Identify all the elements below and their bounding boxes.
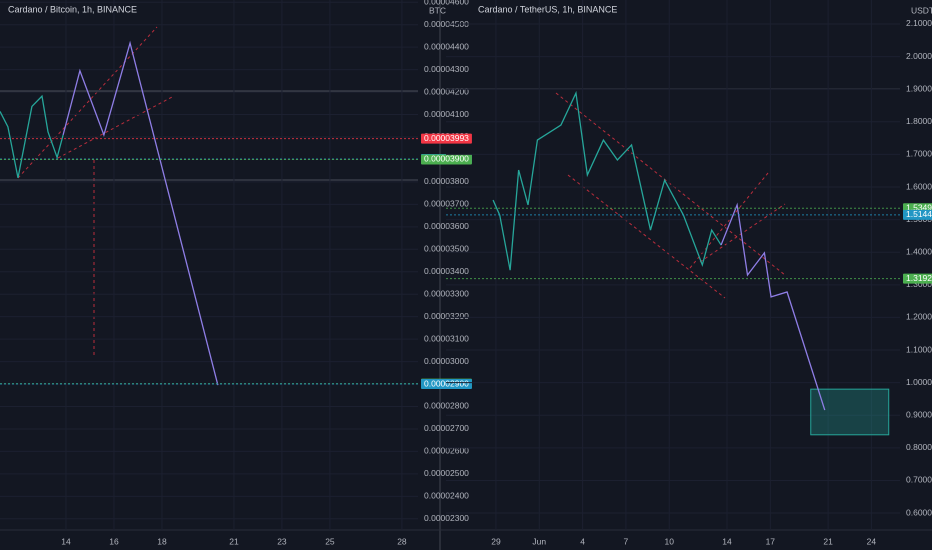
x-tick-label: 25	[325, 536, 335, 546]
y-tick-label: 0.00004600	[424, 0, 469, 6]
y-tick-label: 0.00002300	[424, 513, 469, 523]
y-tick-label: 0.00002700	[424, 423, 469, 433]
trend-line	[17, 26, 158, 179]
y-tick-label: 0.6000	[906, 507, 932, 517]
y-tick-label: 0.7000	[906, 475, 932, 485]
trend-line	[699, 203, 786, 263]
x-tick-label: Jun	[532, 536, 546, 546]
x-tick-label: 14	[722, 536, 732, 546]
price-tag	[903, 273, 932, 284]
x-tick-label: 28	[397, 536, 407, 546]
y-tick-label: 2.1000	[906, 18, 932, 28]
x-tick-label: 16	[109, 536, 119, 546]
y-tick-label: 0.00003600	[424, 221, 469, 231]
y-tick-label: 0.00002500	[424, 468, 469, 478]
y-tick-label: 0.00003000	[424, 356, 469, 366]
y-tick-label: 0.00003200	[424, 311, 469, 321]
price-line	[720, 202, 826, 411]
x-tick-label: 18	[157, 536, 167, 546]
y-tick-label: 0.00003100	[424, 333, 469, 343]
trend-line	[555, 92, 786, 276]
y-tick-label: 0.00003300	[424, 288, 469, 298]
price-tag	[421, 133, 472, 144]
chart-title: Cardano / Bitcoin, 1h, BINANCE	[8, 4, 137, 14]
y-tick-label: 1.8000	[906, 116, 932, 126]
price-tag	[903, 209, 932, 220]
y-tick-label: 1.0000	[906, 377, 932, 387]
x-tick-label: 23	[277, 536, 287, 546]
x-tick-label: 21	[823, 536, 833, 546]
y-tick-label: 0.00003500	[424, 244, 469, 254]
x-tick-label: 10	[665, 536, 675, 546]
price-tag-label: 1.3192	[906, 273, 932, 283]
chart-pane: 0.6000 0.7000 0.8000 0.9000 1.0000 1.1000 1.20…	[446, 0, 932, 546]
price-line	[62, 40, 219, 386]
x-tick-label: 17	[766, 536, 776, 546]
chart-title: Cardano / TetherUS, 1h, BINANCE	[478, 4, 617, 14]
y-tick-label: 0.00003700	[424, 199, 469, 209]
y-tick-label: 0.00004300	[424, 64, 469, 74]
x-tick-label: 4	[580, 536, 585, 546]
y-tick-label: 0.00004400	[424, 41, 469, 51]
y-tick-label: 0.00003800	[424, 176, 469, 186]
x-tick-label: 29	[491, 536, 501, 546]
price-tag-label: 1.5144	[906, 209, 932, 219]
y-tick-label: 1.4000	[906, 246, 932, 256]
axis-unit: USDT	[911, 5, 932, 15]
y-tick-label: 1.2000	[906, 312, 932, 322]
y-tick-label: 0.9000	[906, 409, 932, 419]
x-tick-label: 21	[229, 536, 239, 546]
price-tag-label: 0.00003993	[424, 133, 469, 143]
x-tick-label: 24	[867, 536, 877, 546]
y-tick-label: 0.00004100	[424, 109, 469, 119]
y-tick-label: 0.00004200	[424, 86, 469, 96]
y-tick-label: 2.0000	[906, 51, 932, 61]
y-tick-label: 1.9000	[906, 83, 932, 93]
y-tick-label: 1.3000	[906, 279, 932, 289]
price-tag-label: 0.00003900	[424, 154, 469, 164]
y-tick-label: 0.00003400	[424, 266, 469, 276]
x-tick-label: 7	[624, 536, 629, 546]
y-tick-label: 0.8000	[906, 442, 932, 452]
price-tag-label: 1.5349	[906, 202, 932, 212]
price-tag	[421, 154, 472, 165]
x-tick-label: 14	[61, 536, 71, 546]
axis-unit: BTC	[429, 5, 446, 15]
y-tick-label: 0.00002400	[424, 491, 469, 501]
chart-pane: 0.00002300 0.00002400 0.00002500 0.00002600…	[0, 0, 472, 546]
price-line	[0, 94, 64, 178]
y-tick-label: 0.00002800	[424, 401, 469, 411]
y-tick-label: 1.7000	[906, 149, 932, 159]
price-tag-label: 0.00002900	[424, 378, 469, 388]
y-tick-label: 0.00002600	[424, 446, 469, 456]
price-line	[492, 90, 722, 271]
y-tick-label: 1.1000	[906, 344, 932, 354]
price-tag	[421, 379, 472, 390]
y-tick-label: 1.6000	[906, 181, 932, 191]
target-zone	[810, 388, 890, 436]
drawings	[0, 26, 900, 355]
